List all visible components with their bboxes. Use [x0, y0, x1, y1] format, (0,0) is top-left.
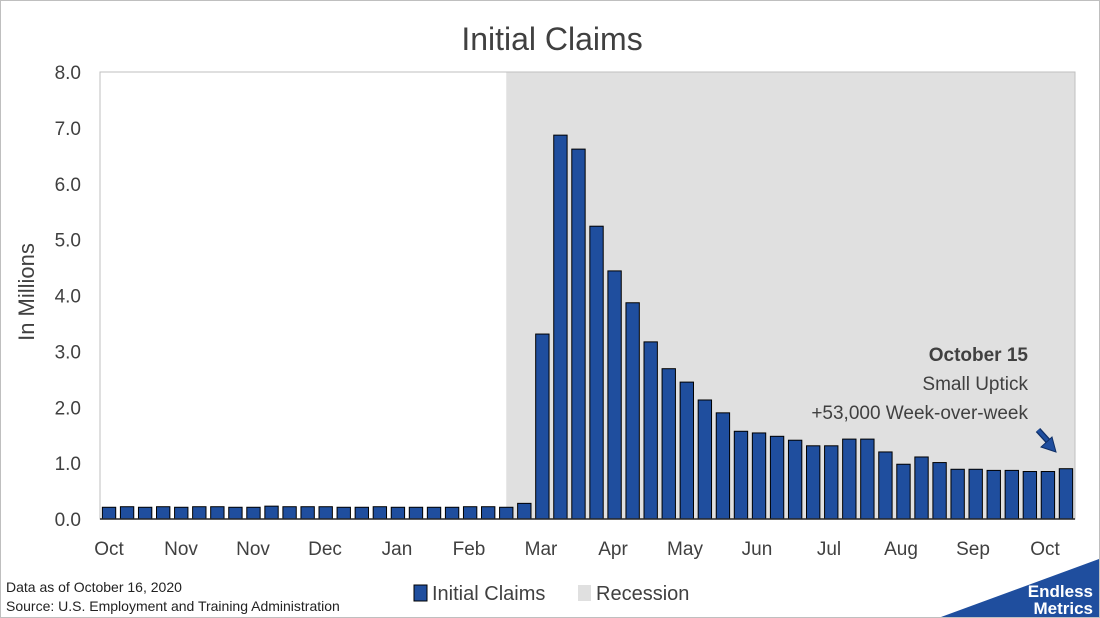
bar-49 [986, 469, 1001, 520]
bar-31 [661, 368, 676, 520]
bar-19 [444, 506, 460, 520]
bar-22 [499, 506, 514, 520]
annotation-line-3: +53,000 Week-over-week [811, 403, 1028, 424]
bar-33 [697, 399, 713, 520]
logo-line-1: Endless [1028, 582, 1093, 601]
y-tick-label: 0.0 [55, 510, 81, 531]
x-tick-label: Nov [164, 539, 198, 560]
y-tick-label: 6.0 [55, 175, 81, 196]
annotation-line-2: Small Uptick [922, 374, 1028, 395]
x-tick-label: Oct [94, 539, 124, 560]
bar-7 [228, 506, 243, 520]
bar-45 [914, 456, 929, 520]
x-tick-label: Nov [236, 539, 270, 560]
chart-title: Initial Claims [461, 21, 642, 57]
bar-9 [264, 505, 279, 520]
bar-44 [896, 463, 911, 520]
x-tick-label: Aug [884, 539, 918, 560]
bar-26 [571, 148, 586, 520]
bar-10 [282, 506, 297, 520]
x-tick-label: Oct [1030, 539, 1060, 560]
bar-4 [174, 506, 189, 520]
footnote-source: Source: U.S. Employment and Training Adm… [6, 598, 340, 614]
y-tick-label: 7.0 [55, 119, 81, 140]
x-tick-label: Dec [308, 539, 342, 560]
bar-24 [535, 333, 550, 520]
bar-13 [336, 506, 351, 520]
bar-39 [806, 445, 821, 520]
x-tick-label: Jun [742, 539, 773, 560]
bar-1 [119, 506, 135, 520]
y-axis-label: In Millions [14, 243, 39, 341]
bar-38 [787, 439, 803, 520]
bar-8 [246, 506, 261, 520]
bar-0 [101, 506, 117, 520]
bar-12 [318, 506, 333, 520]
x-tick-label: Apr [598, 539, 628, 560]
bar-47 [950, 468, 965, 520]
bar-11 [300, 506, 315, 520]
bar-16 [390, 506, 406, 520]
bar-43 [878, 451, 893, 520]
legend-label-recession: Recession [596, 583, 689, 605]
bar-2 [137, 506, 153, 520]
bar-3 [156, 506, 171, 520]
x-tick-label: Jul [817, 539, 841, 560]
bar-5 [192, 506, 207, 520]
logo-line-2: Metrics [1033, 599, 1093, 617]
bar-41 [842, 438, 857, 520]
bar-14 [354, 506, 369, 520]
y-tick-label: 3.0 [55, 342, 81, 363]
bar-27 [589, 225, 604, 520]
legend-swatch-initial-claims [413, 584, 428, 602]
bar-50 [1004, 469, 1019, 520]
bar-52 [1040, 471, 1056, 520]
footnote-date: Data as of October 16, 2020 [6, 579, 182, 595]
y-tick-label: 5.0 [55, 231, 81, 252]
bar-48 [968, 468, 983, 520]
bar-42 [860, 438, 875, 520]
arrow-down-right-icon [1035, 427, 1057, 453]
y-tick-label: 8.0 [55, 63, 81, 84]
x-tick-label: May [667, 539, 703, 560]
y-tick-label: 2.0 [55, 398, 81, 419]
x-tick-label: Sep [956, 539, 990, 560]
bar-20 [462, 506, 478, 520]
x-tick-label: Mar [525, 539, 558, 560]
bar-46 [932, 462, 947, 520]
bar-28 [607, 270, 622, 520]
legend-swatch-recession [578, 585, 591, 601]
bar-36 [751, 432, 767, 520]
annotation-title: October 15 [929, 345, 1029, 366]
y-tick-label: 1.0 [55, 454, 81, 475]
bar-6 [210, 506, 225, 520]
legend-label-initial-claims: Initial Claims [432, 583, 545, 605]
bar-35 [733, 430, 749, 520]
y-tick-label: 4.0 [55, 287, 81, 308]
bar-18 [426, 506, 442, 520]
bar-34 [715, 412, 731, 520]
bar-23 [517, 502, 532, 520]
bar-15 [372, 506, 388, 520]
bar-37 [769, 435, 785, 520]
bar-30 [643, 341, 658, 520]
bar-29 [625, 302, 640, 520]
bar-25 [553, 134, 568, 520]
bar-21 [481, 506, 496, 520]
x-tick-label: Jan [382, 539, 413, 560]
x-tick-label: Feb [453, 539, 486, 560]
logo-banner [941, 559, 1099, 617]
bar-53 [1058, 468, 1074, 520]
bar-32 [679, 381, 694, 520]
bar-40 [824, 445, 839, 520]
bar-51 [1022, 471, 1038, 520]
bar-17 [408, 506, 424, 520]
